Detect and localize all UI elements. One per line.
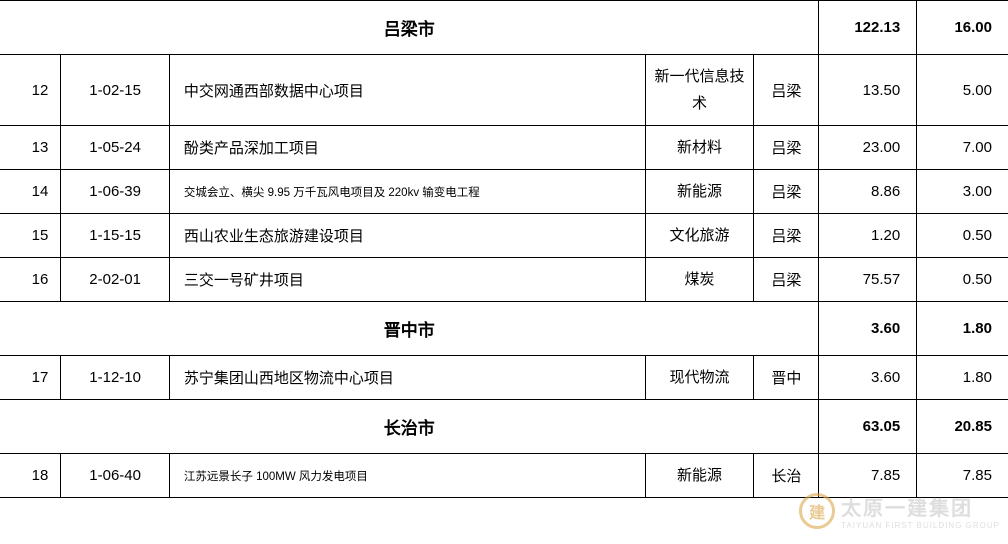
section-total-2: 1.80	[917, 302, 1008, 356]
project-value-1: 1.20	[819, 214, 917, 258]
project-name: 苏宁集团山西地区物流中心项目	[169, 356, 645, 400]
project-value-2: 7.00	[917, 126, 1008, 170]
section-header-row: 吕梁市122.1316.00	[0, 1, 1008, 55]
project-value-1: 7.85	[819, 454, 917, 498]
project-city: 晋中	[754, 356, 819, 400]
project-city: 吕梁	[754, 126, 819, 170]
row-number: 18	[0, 454, 61, 498]
project-table: 吕梁市122.1316.00121-02-15中交网通西部数据中心项目新一代信息…	[0, 0, 1008, 498]
table-row: 162-02-01三交一号矿井项目煤炭吕梁75.570.50	[0, 258, 1008, 302]
project-value-2: 5.00	[917, 55, 1008, 126]
project-value-2: 1.80	[917, 356, 1008, 400]
project-value-1: 23.00	[819, 126, 917, 170]
row-number: 13	[0, 126, 61, 170]
project-city: 吕梁	[754, 55, 819, 126]
project-value-1: 8.86	[819, 170, 917, 214]
section-total-2: 20.85	[917, 400, 1008, 454]
project-category: 新一代信息技术	[645, 55, 754, 126]
watermark-sub: TAIYUAN FIRST BUILDING GROUP	[841, 521, 1000, 530]
project-value-2: 0.50	[917, 258, 1008, 302]
row-number: 16	[0, 258, 61, 302]
project-name: 中交网通西部数据中心项目	[169, 55, 645, 126]
section-header-row: 长治市63.0520.85	[0, 400, 1008, 454]
project-value-1: 75.57	[819, 258, 917, 302]
project-category: 文化旅游	[645, 214, 754, 258]
watermark-logo-char: 建	[809, 499, 825, 523]
row-number: 14	[0, 170, 61, 214]
table-row: 141-06-39交城会立、横尖 9.95 万千瓦风电项目及 220kv 输变电…	[0, 170, 1008, 214]
project-category: 煤炭	[645, 258, 754, 302]
project-name: 三交一号矿井项目	[169, 258, 645, 302]
table-row: 151-15-15西山农业生态旅游建设项目文化旅游吕梁1.200.50	[0, 214, 1008, 258]
section-total-1: 122.13	[819, 1, 917, 55]
project-value-2: 7.85	[917, 454, 1008, 498]
project-name: 西山农业生态旅游建设项目	[169, 214, 645, 258]
project-city: 吕梁	[754, 170, 819, 214]
row-number: 15	[0, 214, 61, 258]
section-total-2: 16.00	[917, 1, 1008, 55]
section-name: 长治市	[0, 400, 819, 454]
watermark-logo-icon: 建	[799, 493, 835, 529]
project-code: 1-06-39	[61, 170, 170, 214]
project-city: 长治	[754, 454, 819, 498]
section-name: 吕梁市	[0, 1, 819, 55]
project-value-2: 3.00	[917, 170, 1008, 214]
table-row: 181-06-40江苏远景长子 100MW 风力发电项目新能源长治7.857.8…	[0, 454, 1008, 498]
project-code: 1-06-40	[61, 454, 170, 498]
project-category: 新能源	[645, 454, 754, 498]
project-category: 新能源	[645, 170, 754, 214]
project-value-1: 3.60	[819, 356, 917, 400]
section-total-1: 3.60	[819, 302, 917, 356]
section-header-row: 晋中市3.601.80	[0, 302, 1008, 356]
project-code: 1-12-10	[61, 356, 170, 400]
project-name: 交城会立、横尖 9.95 万千瓦风电项目及 220kv 输变电工程	[169, 170, 645, 214]
project-name: 酚类产品深加工项目	[169, 126, 645, 170]
project-code: 1-15-15	[61, 214, 170, 258]
project-city: 吕梁	[754, 258, 819, 302]
project-category: 现代物流	[645, 356, 754, 400]
section-total-1: 63.05	[819, 400, 917, 454]
table-row: 131-05-24酚类产品深加工项目新材料吕梁23.007.00	[0, 126, 1008, 170]
project-code: 1-02-15	[61, 55, 170, 126]
table-row: 121-02-15中交网通西部数据中心项目新一代信息技术吕梁13.505.00	[0, 55, 1008, 126]
row-number: 17	[0, 356, 61, 400]
project-category: 新材料	[645, 126, 754, 170]
section-name: 晋中市	[0, 302, 819, 356]
project-code: 1-05-24	[61, 126, 170, 170]
project-city: 吕梁	[754, 214, 819, 258]
row-number: 12	[0, 55, 61, 126]
project-value-1: 13.50	[819, 55, 917, 126]
project-name: 江苏远景长子 100MW 风力发电项目	[169, 454, 645, 498]
project-code: 2-02-01	[61, 258, 170, 302]
project-value-2: 0.50	[917, 214, 1008, 258]
table-row: 171-12-10苏宁集团山西地区物流中心项目现代物流晋中3.601.80	[0, 356, 1008, 400]
